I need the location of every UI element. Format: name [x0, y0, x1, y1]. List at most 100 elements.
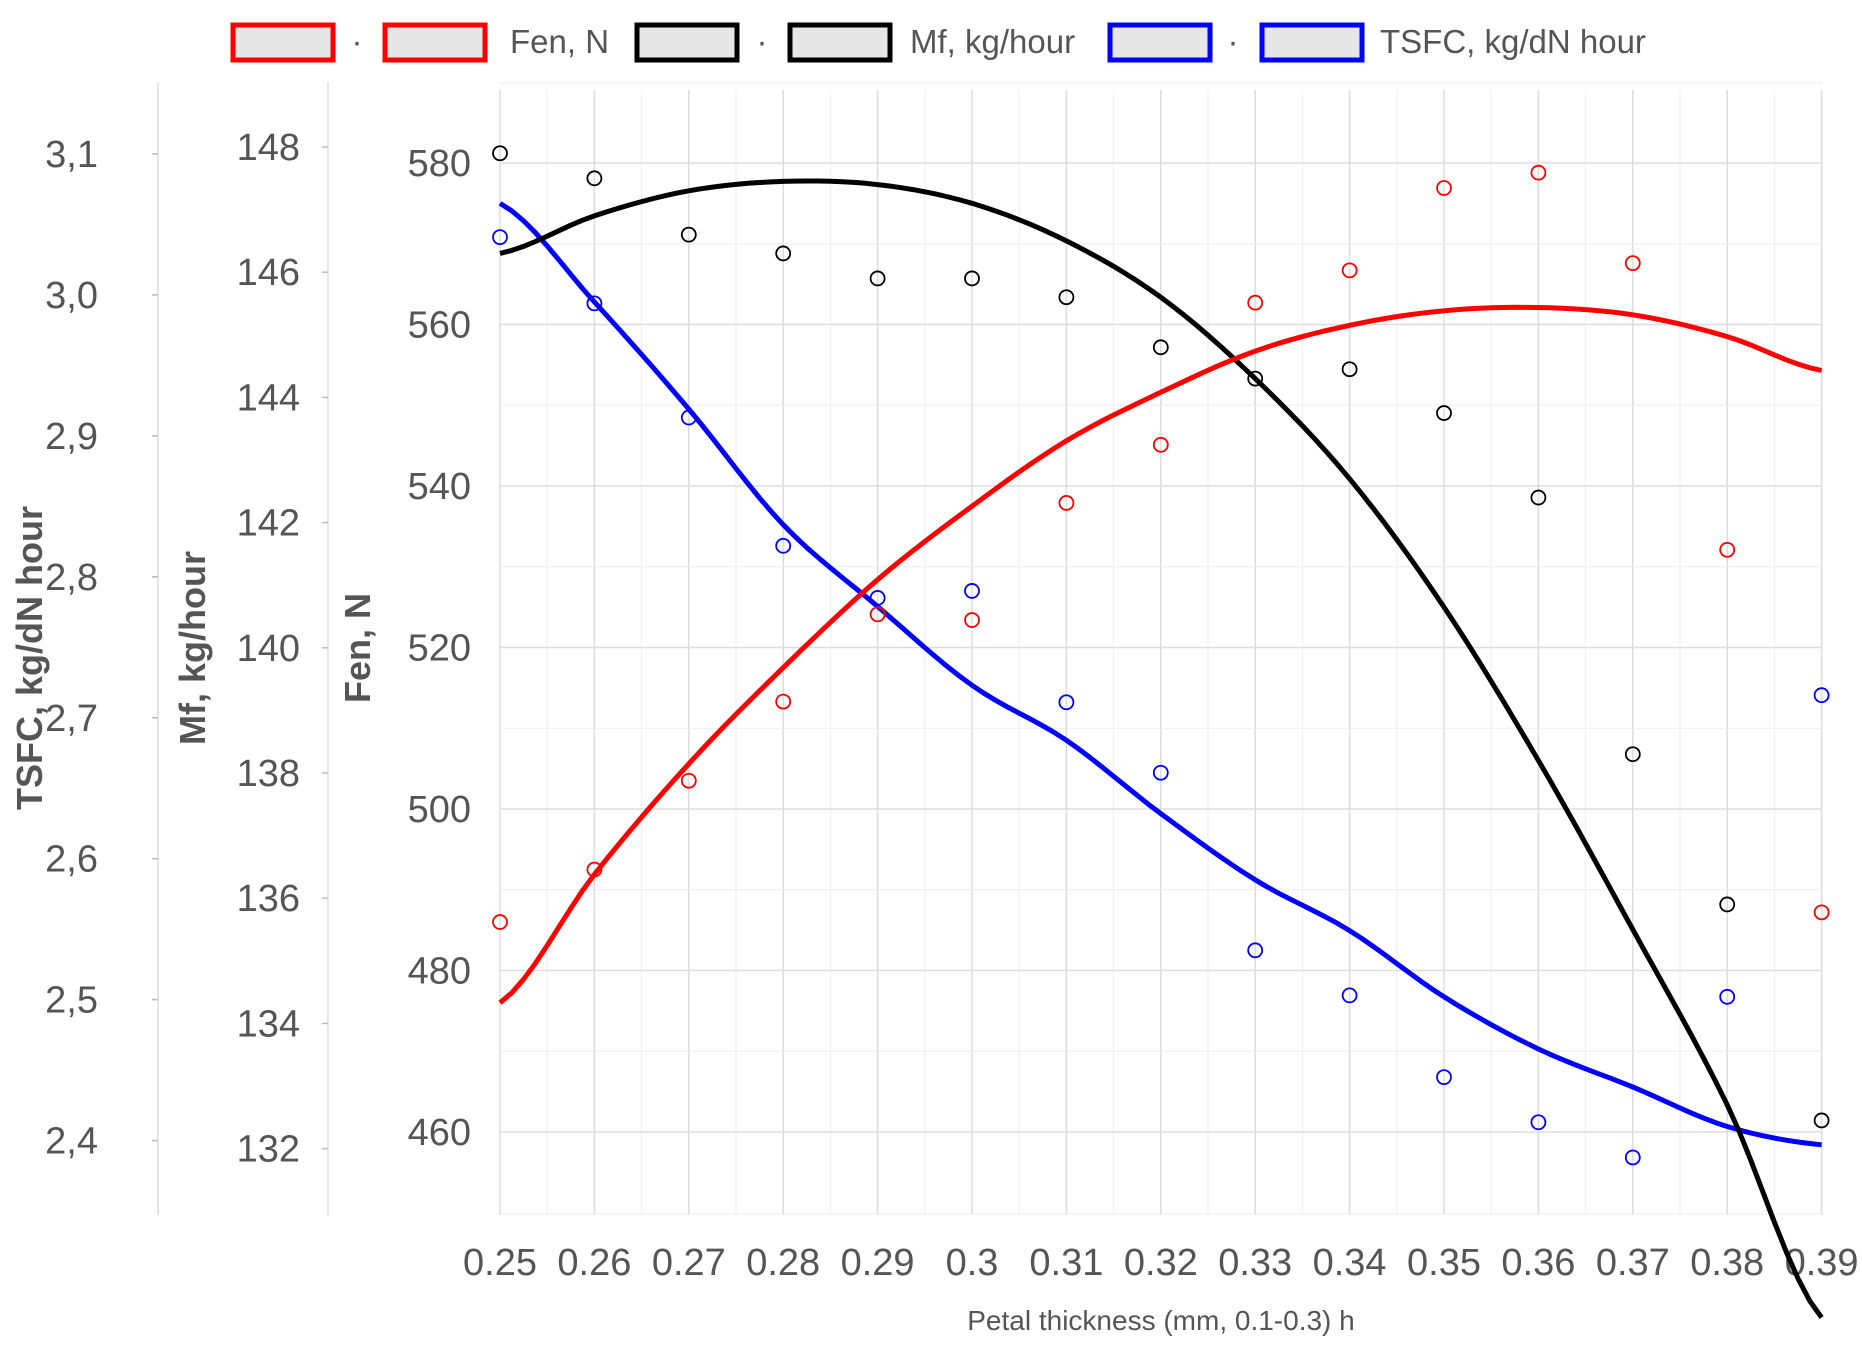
y-tick-label: 140 — [237, 628, 300, 670]
data-point-tsfc — [492, 229, 508, 246]
data-point-fen — [1813, 904, 1830, 921]
data-point-mf — [1152, 339, 1169, 356]
data-point-fen — [964, 612, 980, 628]
data-point-fen — [492, 914, 508, 930]
y-tick-label: 144 — [237, 377, 300, 419]
data-point-mf — [492, 145, 508, 162]
y-axis-title: Mf, kg/hour — [172, 551, 213, 745]
data-point-mf — [1719, 896, 1736, 913]
legend-key — [787, 22, 893, 63]
x-tick-label: 0.32 — [1124, 1242, 1198, 1284]
data-point-tsfc — [680, 409, 697, 426]
legend-key — [1107, 22, 1213, 63]
y-tick-label: 500 — [408, 789, 471, 831]
legend-label: · — [352, 23, 363, 60]
data-point-fen — [1719, 541, 1736, 558]
data-point-tsfc — [586, 295, 603, 312]
data-point-tsfc — [1247, 942, 1264, 959]
x-tick-label: 0.31 — [1029, 1242, 1103, 1284]
grid-layer — [499, 82, 1823, 1215]
y-tick-label: 2,5 — [45, 980, 98, 1022]
data-point-mf — [680, 226, 697, 243]
legend-key — [1259, 22, 1365, 63]
y-tick-label: 540 — [408, 466, 471, 508]
y-tick-label: 580 — [408, 143, 471, 185]
data-points — [492, 145, 1830, 1166]
legend-key — [382, 22, 488, 63]
y-tick-label: 560 — [408, 305, 471, 347]
legend-label: Mf, kg/hour — [910, 23, 1075, 60]
x-tick-label: 0.36 — [1501, 1242, 1575, 1284]
data-point-tsfc — [1152, 764, 1169, 781]
data-point-mf — [1813, 1112, 1830, 1129]
data-point-tsfc — [775, 537, 792, 554]
data-point-tsfc — [1436, 1069, 1452, 1086]
x-tick-label: 0.33 — [1218, 1242, 1292, 1284]
y-tick-label: 480 — [408, 951, 471, 993]
x-tick-label: 0.38 — [1690, 1242, 1764, 1284]
x-tick-label: 0.28 — [746, 1242, 820, 1284]
data-point-tsfc — [1719, 988, 1736, 1005]
y-tick-label: 2,7 — [45, 698, 98, 740]
x-tick-label: 0.34 — [1313, 1242, 1387, 1284]
data-point-mf — [1436, 405, 1452, 421]
legend-label: TSFC, kg/dN hour — [1380, 23, 1646, 60]
axes-layer: 3,1 3,0 2,9 2,8 2,7 2,6 2,5 2,4 TSFC, kg/dN hour… — [9, 82, 1859, 1336]
legend-key — [230, 22, 336, 63]
data-point-fen — [1058, 495, 1075, 511]
legend-label: · — [1228, 23, 1239, 60]
data-point-mf — [1530, 489, 1547, 506]
data-point-fen — [586, 861, 603, 878]
data-point-mf — [869, 270, 886, 287]
fit-line-mf — [499, 178, 1824, 1320]
fit-lines — [498, 178, 1824, 1320]
legend-label: Fen, N — [510, 23, 609, 60]
data-point-fen — [680, 772, 697, 789]
y-axis-title: TSFC, kg/dN hour — [9, 506, 50, 810]
x-tick-label: 0.27 — [652, 1242, 726, 1284]
data-point-tsfc — [869, 590, 886, 606]
y-axis-title: Fen, N — [337, 593, 378, 703]
y-tick-label: 132 — [237, 1129, 300, 1171]
x-tick-label: 0.35 — [1407, 1242, 1481, 1284]
data-point-tsfc — [1813, 687, 1830, 704]
data-point-fen — [869, 606, 886, 623]
legend: · Fen, N · Mf, kg/hour · TSFC, kg/dN hour — [230, 22, 1646, 63]
y-tick-label: 2,9 — [45, 416, 98, 458]
data-point-tsfc — [1058, 694, 1075, 711]
data-point-tsfc — [1341, 987, 1358, 1004]
y-tick-label: 136 — [237, 878, 300, 920]
data-point-mf — [1341, 361, 1358, 378]
data-point-fen — [1530, 164, 1547, 181]
y-tick-label: 2,4 — [45, 1121, 98, 1163]
data-point-mf — [1247, 370, 1264, 387]
y-tick-label: 142 — [237, 503, 300, 545]
legend-label: · — [757, 23, 768, 60]
data-point-tsfc — [964, 583, 980, 599]
y-tick-label: 148 — [237, 127, 300, 169]
x-tick-label: 0.29 — [841, 1242, 915, 1284]
y-tick-label: 520 — [408, 628, 471, 670]
y-tick-label: 134 — [237, 1003, 300, 1045]
x-tick-label: 0.3 — [946, 1242, 999, 1284]
y-tick-label: 460 — [408, 1112, 471, 1154]
data-point-tsfc — [1530, 1114, 1547, 1131]
data-point-mf — [586, 170, 603, 187]
data-point-fen — [1624, 255, 1641, 272]
data-point-fen — [1152, 436, 1169, 453]
data-point-fen — [1436, 180, 1452, 196]
y-tick-label: 2,6 — [45, 839, 98, 881]
data-point-mf — [775, 245, 792, 262]
legend-key — [634, 22, 740, 63]
x-axis-title: Petal thickness (mm, 0.1-0.3) h — [967, 1305, 1354, 1336]
y-tick-label: 146 — [237, 252, 300, 294]
data-point-mf — [1058, 289, 1075, 306]
x-tick-label: 0.37 — [1596, 1242, 1670, 1284]
data-point-tsfc — [1624, 1149, 1641, 1166]
y-tick-label: 3,0 — [45, 275, 98, 317]
fit-line-tsfc — [498, 201, 1822, 1148]
fit-line-fen — [498, 304, 1823, 1005]
y-tick-label: 3,1 — [45, 134, 98, 176]
y-tick-label: 2,8 — [45, 557, 98, 599]
